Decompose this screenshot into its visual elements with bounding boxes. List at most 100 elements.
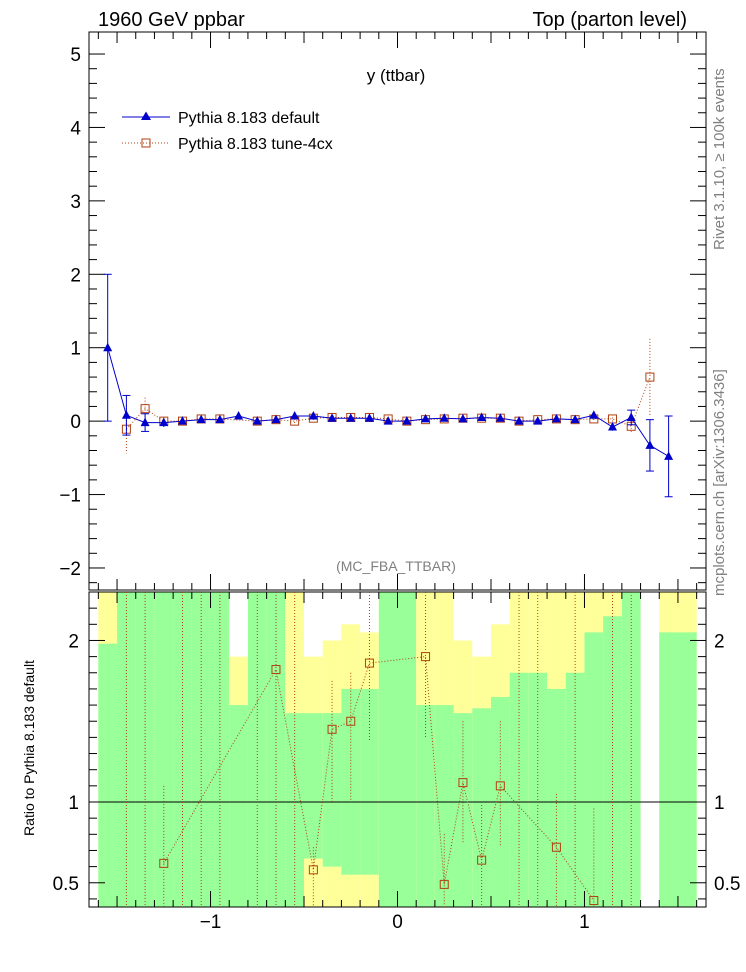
ratio-ytick-label-right: 1 bbox=[714, 793, 725, 814]
ratio-band-green bbox=[547, 688, 566, 907]
ratio-band-green bbox=[210, 592, 230, 907]
ratio-band-green bbox=[154, 592, 174, 907]
tune-point bbox=[645, 372, 655, 382]
main-ytick-label: 3 bbox=[70, 192, 81, 213]
main-ytick-label: −2 bbox=[59, 559, 81, 580]
tune-point bbox=[140, 404, 150, 414]
main-ytick-label: 5 bbox=[70, 45, 81, 66]
ratio-band-green bbox=[603, 616, 622, 907]
ratio-band-green bbox=[304, 713, 323, 859]
ratio-xtick-label: 0 bbox=[392, 912, 403, 933]
main-axes: −2 −1 0 1 2 3 4 5 bbox=[59, 32, 706, 590]
main-ytick-label: 1 bbox=[70, 339, 81, 360]
ratio-point bbox=[308, 865, 318, 875]
default-point bbox=[271, 414, 281, 424]
default-point bbox=[234, 410, 244, 420]
ratio-band-green bbox=[191, 592, 211, 907]
ratio-band-green bbox=[659, 632, 678, 907]
ratio-band-green bbox=[229, 705, 248, 907]
default-point bbox=[308, 410, 318, 420]
ratio-band-green bbox=[472, 708, 491, 907]
ratio-band-green bbox=[434, 705, 454, 907]
ratio-band-green bbox=[378, 592, 398, 907]
default-point bbox=[514, 416, 524, 425]
plot-title: y (ttbar) bbox=[367, 66, 426, 85]
analysis-tag: (MC_FBA_TTBAR) bbox=[336, 558, 456, 574]
ratio-band-green bbox=[509, 672, 529, 907]
ratio-ytick-label: 0.5 bbox=[53, 874, 79, 895]
default-point bbox=[252, 416, 262, 425]
default-series-line bbox=[107, 347, 669, 457]
ratio-point bbox=[439, 879, 449, 889]
ratio-band-green bbox=[621, 592, 641, 907]
ratio-band-green bbox=[360, 688, 379, 875]
tune-point bbox=[608, 414, 618, 424]
main-series bbox=[103, 273, 674, 498]
ratio-ytick-label-right: 0.5 bbox=[714, 874, 740, 895]
ratio-point bbox=[346, 716, 356, 726]
ratio-band-green bbox=[247, 592, 267, 907]
default-point bbox=[346, 413, 356, 422]
ratio-band-green bbox=[322, 713, 342, 867]
default-point bbox=[327, 413, 337, 422]
ratio-band-green bbox=[98, 643, 118, 907]
default-point bbox=[495, 413, 505, 422]
ratio-bands bbox=[98, 592, 697, 907]
ratio-ytick-label-right: 2 bbox=[714, 631, 725, 652]
ratio-band-green bbox=[341, 688, 361, 875]
ratio-band-green bbox=[135, 592, 155, 907]
main-ytick-label: −1 bbox=[59, 486, 81, 507]
legend-marker-tune bbox=[141, 138, 151, 148]
ratio-xtick-label: −1 bbox=[200, 912, 222, 933]
ratio-point bbox=[327, 724, 337, 734]
ratio-point bbox=[551, 842, 561, 852]
default-point bbox=[103, 342, 113, 352]
ratio-band-green bbox=[584, 632, 604, 907]
ratio-point bbox=[271, 665, 281, 675]
ratio-point bbox=[421, 652, 431, 662]
default-point bbox=[626, 412, 636, 421]
ratio-ylabel: Ratio to Pythia 8.183 default bbox=[21, 660, 37, 836]
ratio-series bbox=[125, 592, 632, 907]
default-point bbox=[215, 414, 225, 424]
default-point bbox=[664, 451, 674, 460]
ratio-ytick-label: 1 bbox=[68, 793, 79, 814]
header-energy: 1960 GeV ppbar bbox=[98, 9, 245, 31]
ratio-band-green bbox=[565, 672, 585, 907]
legend-label-tune: Pythia 8.183 tune-4cx bbox=[178, 136, 333, 153]
rivet-label: Rivet 3.1.10, ≥ 100k events bbox=[711, 68, 728, 250]
default-point bbox=[439, 413, 449, 422]
default-point bbox=[458, 413, 468, 423]
ratio-point bbox=[495, 781, 505, 791]
ratio-band-green bbox=[285, 713, 305, 907]
default-point bbox=[121, 410, 131, 419]
ratio-band-green bbox=[266, 592, 286, 907]
legend-label-default: Pythia 8.183 default bbox=[178, 110, 320, 127]
default-point bbox=[402, 416, 412, 425]
ratio-band-green bbox=[677, 632, 697, 907]
ratio-band-green bbox=[173, 592, 192, 907]
ratio-point bbox=[589, 896, 599, 906]
ratio-band-green bbox=[416, 705, 435, 907]
default-point bbox=[645, 440, 655, 449]
ratio-point bbox=[159, 858, 169, 868]
header-process: Top (parton level) bbox=[532, 9, 687, 31]
legend-marker-default bbox=[141, 111, 151, 120]
main-ytick-label: 4 bbox=[70, 118, 81, 139]
ratio-band-green bbox=[117, 592, 136, 907]
default-point bbox=[533, 416, 543, 425]
ratio-point bbox=[364, 658, 374, 668]
default-point bbox=[364, 413, 374, 422]
default-point bbox=[159, 417, 169, 427]
default-point bbox=[477, 412, 487, 421]
ratio-point bbox=[458, 778, 468, 788]
default-point bbox=[421, 413, 431, 423]
ratio-band-green bbox=[397, 592, 417, 907]
default-point bbox=[608, 422, 618, 431]
default-point bbox=[589, 410, 599, 419]
main-ytick-label: 0 bbox=[70, 412, 81, 433]
default-point bbox=[196, 414, 206, 424]
default-point bbox=[177, 416, 187, 425]
default-point bbox=[383, 416, 393, 425]
